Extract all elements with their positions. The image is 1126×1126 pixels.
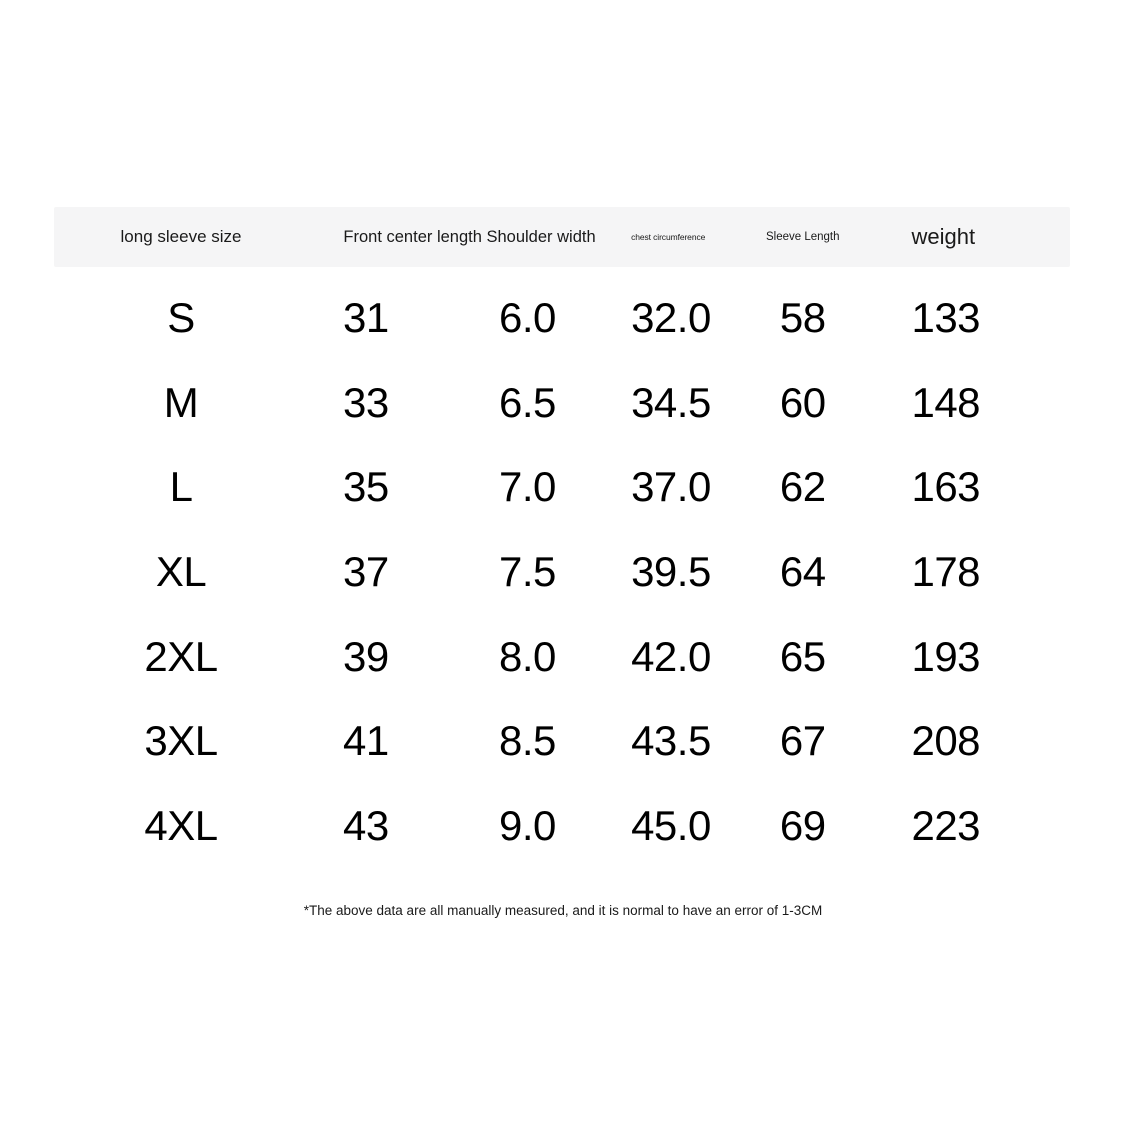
shoulder-width-cell: 6.5: [498, 378, 556, 426]
shoulder-width-cell: 8.5: [498, 717, 556, 765]
sleeve-length-cell: 58: [779, 294, 826, 342]
header-size: long sleeve size: [120, 227, 242, 246]
size-cell: S: [167, 294, 195, 342]
chest-circumference-cell: 37.0: [631, 463, 711, 511]
table-row: M 33 6.5 34.5 60 148: [54, 361, 1070, 446]
sleeve-length-cell: 67: [779, 717, 826, 765]
weight-cell: 193: [911, 632, 981, 680]
size-cell: 2XL: [144, 632, 218, 680]
table-row: 3XL 41 8.5 43.5 67 208: [54, 699, 1070, 784]
header-weight: weight: [911, 224, 976, 249]
sleeve-length-cell: 62: [779, 463, 826, 511]
table-row: S 31 6.0 32.0 58 133: [54, 276, 1070, 361]
chest-circumference-cell: 39.5: [631, 548, 711, 596]
table-row: 4XL 43 9.0 45.0 69 223: [54, 784, 1070, 869]
front-center-length-cell: 39: [343, 632, 389, 680]
front-center-length-cell: 35: [343, 463, 389, 511]
sleeve-length-cell: 60: [779, 378, 826, 426]
size-cell: 3XL: [144, 717, 218, 765]
shoulder-width-cell: 7.0: [498, 463, 556, 511]
table-body: S 31 6.0 32.0 58 133 M 33 6.5 34.5 60 14…: [54, 276, 1070, 868]
header-front-center-length-shoulder-width: Front center length Shoulder width: [343, 227, 596, 246]
chest-circumference-cell: 34.5: [631, 378, 711, 426]
shoulder-width-cell: 6.0: [498, 294, 556, 342]
shoulder-width-cell: 7.5: [498, 548, 556, 596]
weight-cell: 178: [911, 548, 981, 596]
shoulder-width-cell: 9.0: [498, 801, 556, 849]
table-header-row: long sleeve size Front center length Sho…: [54, 207, 1070, 267]
table-row: XL 37 7.5 39.5 64 178: [54, 530, 1070, 615]
front-center-length-cell: 43: [343, 801, 389, 849]
header-sleeve-length: Sleeve Length: [765, 231, 840, 243]
chest-circumference-cell: 43.5: [631, 717, 711, 765]
sleeve-length-cell: 69: [779, 801, 826, 849]
table-row: 2XL 39 8.0 42.0 65 193: [54, 614, 1070, 699]
size-cell: M: [163, 378, 199, 426]
weight-cell: 208: [911, 717, 981, 765]
chest-circumference-cell: 32.0: [631, 294, 711, 342]
front-center-length-cell: 33: [343, 378, 389, 426]
header-chest-circumference: chest circumference: [631, 232, 706, 242]
chest-circumference-cell: 45.0: [631, 801, 711, 849]
front-center-length-cell: 37: [343, 548, 389, 596]
front-center-length-cell: 41: [343, 717, 389, 765]
weight-cell: 133: [911, 294, 981, 342]
weight-cell: 223: [911, 801, 981, 849]
size-cell: 4XL: [144, 801, 218, 849]
size-cell: XL: [155, 548, 207, 596]
weight-cell: 163: [911, 463, 981, 511]
weight-cell: 148: [911, 378, 981, 426]
table-row: L 35 7.0 37.0 62 163: [54, 445, 1070, 530]
sleeve-length-cell: 65: [779, 632, 826, 680]
front-center-length-cell: 31: [343, 294, 389, 342]
chest-circumference-cell: 42.0: [631, 632, 711, 680]
shoulder-width-cell: 8.0: [498, 632, 556, 680]
measurement-disclaimer: *The above data are all manually measure…: [303, 903, 823, 918]
size-cell: L: [169, 463, 193, 511]
sleeve-length-cell: 64: [779, 548, 826, 596]
size-chart-table: long sleeve size Front center length Sho…: [54, 207, 1070, 868]
